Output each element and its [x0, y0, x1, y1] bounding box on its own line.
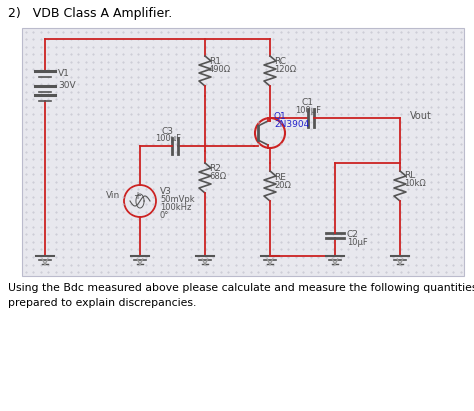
Text: RC: RC — [274, 57, 286, 66]
Circle shape — [255, 118, 285, 148]
Text: 2N3904: 2N3904 — [274, 120, 309, 129]
Text: R1: R1 — [209, 57, 221, 66]
Text: 68Ω: 68Ω — [209, 172, 226, 181]
Text: 20Ω: 20Ω — [274, 181, 291, 190]
Text: 30V: 30V — [58, 81, 76, 90]
Text: C3: C3 — [162, 127, 174, 136]
Text: 120Ω: 120Ω — [274, 65, 296, 74]
Text: Vin: Vin — [106, 191, 120, 199]
Text: RE: RE — [274, 173, 286, 182]
Text: 100kHz: 100kHz — [160, 203, 191, 212]
Text: Vout: Vout — [410, 111, 432, 121]
Text: 0°: 0° — [160, 212, 169, 220]
Text: 2)   VDB Class A Amplifier.: 2) VDB Class A Amplifier. — [8, 7, 172, 20]
Text: 50mVpk: 50mVpk — [160, 196, 195, 205]
Text: Q1: Q1 — [274, 112, 287, 121]
Text: C2: C2 — [347, 229, 359, 238]
Text: prepared to explain discrepancies.: prepared to explain discrepancies. — [8, 298, 196, 308]
Text: V3: V3 — [160, 187, 172, 196]
Text: 490Ω: 490Ω — [209, 65, 231, 74]
Text: 100μF: 100μF — [155, 134, 181, 143]
Text: R2: R2 — [209, 164, 221, 173]
Text: C1: C1 — [302, 98, 314, 107]
FancyBboxPatch shape — [22, 28, 464, 276]
Text: 10kΩ: 10kΩ — [404, 179, 426, 188]
Text: +: + — [133, 191, 141, 201]
Text: 10μF: 10μF — [347, 238, 368, 247]
Text: V1: V1 — [58, 69, 70, 79]
Text: Using the Bdc measured above please calculate and measure the following quantiti: Using the Bdc measured above please calc… — [8, 283, 474, 293]
Circle shape — [124, 185, 156, 217]
Text: RL: RL — [404, 171, 415, 180]
Text: 100μF: 100μF — [295, 106, 321, 115]
